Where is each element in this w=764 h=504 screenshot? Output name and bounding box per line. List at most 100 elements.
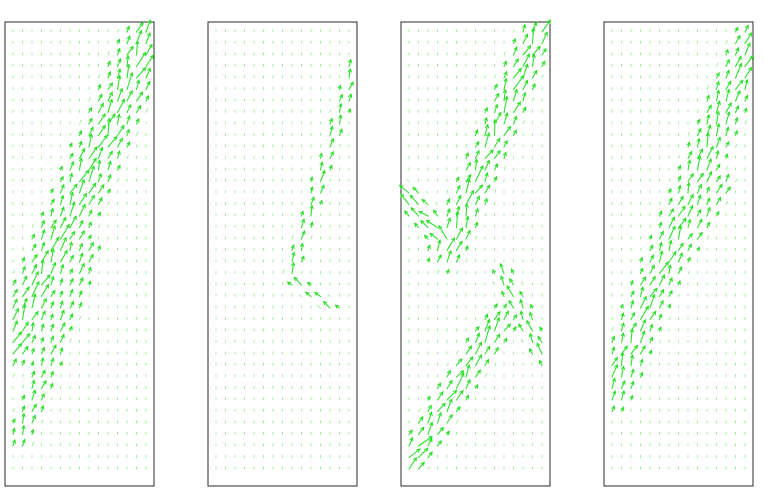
- vector-arrow: [668, 290, 673, 298]
- vector-arrow: [21, 438, 26, 447]
- vector-arrow: [69, 201, 75, 217]
- vector-arrow: [465, 152, 469, 160]
- vector-arrow-head: [658, 241, 663, 247]
- vector-arrow: [40, 405, 44, 413]
- vector-arrow: [744, 120, 747, 125]
- vector-arrow: [107, 91, 113, 102]
- vector-arrow: [668, 178, 671, 182]
- vector-arrow-head: [49, 382, 54, 388]
- vector-arrow-head: [667, 188, 672, 193]
- vector-arrow-head: [319, 161, 324, 166]
- vector-arrow: [293, 276, 303, 286]
- vector-arrow: [338, 114, 342, 125]
- vector-arrow-head: [21, 394, 26, 400]
- vector-arrow-head: [60, 206, 65, 211]
- vector-arrow: [474, 141, 480, 148]
- vector-arrow: [649, 287, 658, 298]
- vector-arrow-head: [448, 398, 453, 404]
- vector-arrow: [12, 408, 15, 412]
- vector-arrow: [493, 119, 496, 137]
- vector-arrow-head: [107, 117, 112, 123]
- vector-arrow-head: [725, 126, 730, 132]
- vector-arrow: [706, 186, 710, 194]
- vector-arrow: [59, 322, 66, 332]
- vector-arrow: [348, 59, 352, 68]
- vector-arrow-head: [26, 333, 31, 338]
- vector-arrow-head: [734, 129, 739, 135]
- vector-arrow: [668, 251, 677, 263]
- vector-arrow-head: [70, 254, 74, 260]
- vector-arrow-head: [108, 150, 113, 156]
- vector-arrow: [69, 172, 73, 183]
- vector-arrow-head: [631, 311, 635, 317]
- vector-arrow: [522, 33, 529, 45]
- vector-arrow: [611, 346, 615, 355]
- vector-field-panel-2: [207, 21, 358, 487]
- vector-arrow: [706, 85, 709, 90]
- vector-arrow-head: [52, 224, 56, 230]
- vector-arrow-head: [650, 264, 655, 270]
- vector-arrow: [12, 289, 18, 298]
- vector-arrow: [88, 209, 93, 217]
- vector-arrow: [512, 67, 522, 79]
- vector-arrow: [88, 293, 91, 297]
- vector-arrow-head: [724, 153, 729, 158]
- vector-arrow: [50, 276, 54, 286]
- vector-arrow-head: [727, 102, 732, 107]
- vector-arrow: [427, 411, 433, 424]
- vector-arrow: [668, 277, 673, 286]
- vector-arrow-head: [147, 19, 152, 24]
- vector-arrow-head: [46, 274, 51, 279]
- vector-arrow: [649, 276, 656, 286]
- vector-arrow-head: [688, 243, 692, 249]
- vector-arrow-head: [744, 94, 749, 100]
- vector-arrow-head: [689, 193, 694, 199]
- vector-arrow-head: [613, 356, 618, 362]
- vector-arrow: [658, 250, 663, 263]
- vector-arrow-head: [13, 288, 18, 294]
- vector-arrow-head: [78, 301, 83, 307]
- vector-arrow: [97, 173, 102, 183]
- vector-arrow: [475, 235, 478, 240]
- vector-arrow-head: [419, 416, 424, 421]
- vector-arrow: [50, 323, 54, 332]
- vector-arrow: [40, 347, 45, 355]
- vector-arrow-head: [59, 277, 64, 283]
- vector-arrow: [630, 290, 635, 298]
- vector-arrow-head: [696, 246, 701, 252]
- vector-arrow-head: [641, 330, 646, 336]
- vector-arrow: [135, 52, 147, 68]
- vector-arrow-head: [83, 192, 88, 198]
- vector-arrow: [97, 125, 106, 137]
- vector-arrow-head: [78, 130, 83, 135]
- vector-arrow-head: [644, 305, 649, 311]
- vector-arrow: [725, 80, 732, 91]
- vector-arrow: [319, 161, 323, 171]
- vector-arrow: [696, 128, 702, 137]
- vector-arrow-head: [517, 67, 522, 73]
- vector-arrow: [420, 220, 429, 229]
- vector-arrow-head: [716, 175, 721, 180]
- vector-arrow-head: [11, 439, 16, 444]
- vector-arrow: [611, 335, 615, 344]
- vector-arrow-head: [706, 206, 711, 212]
- vector-arrow: [455, 210, 459, 229]
- vector-arrow-head: [466, 178, 471, 183]
- vector-arrow-head: [108, 82, 113, 87]
- panel-frame: [400, 21, 551, 487]
- vector-arrow-head: [500, 275, 505, 280]
- vector-arrow-head: [426, 395, 431, 401]
- vector-arrow: [677, 252, 683, 263]
- vector-arrow-head: [746, 42, 751, 47]
- vector-arrow-head: [400, 193, 405, 198]
- vector-arrow-head: [301, 230, 306, 235]
- vector-arrow: [678, 293, 680, 297]
- vector-arrow-head: [538, 359, 543, 365]
- vector-arrow: [639, 319, 646, 332]
- vector-arrow: [145, 121, 148, 125]
- vector-arrow-head: [489, 149, 494, 154]
- vector-arrow: [744, 55, 754, 68]
- vector-arrow-head: [445, 430, 450, 436]
- vector-arrow-head: [347, 58, 352, 64]
- vector-arrow: [668, 225, 676, 240]
